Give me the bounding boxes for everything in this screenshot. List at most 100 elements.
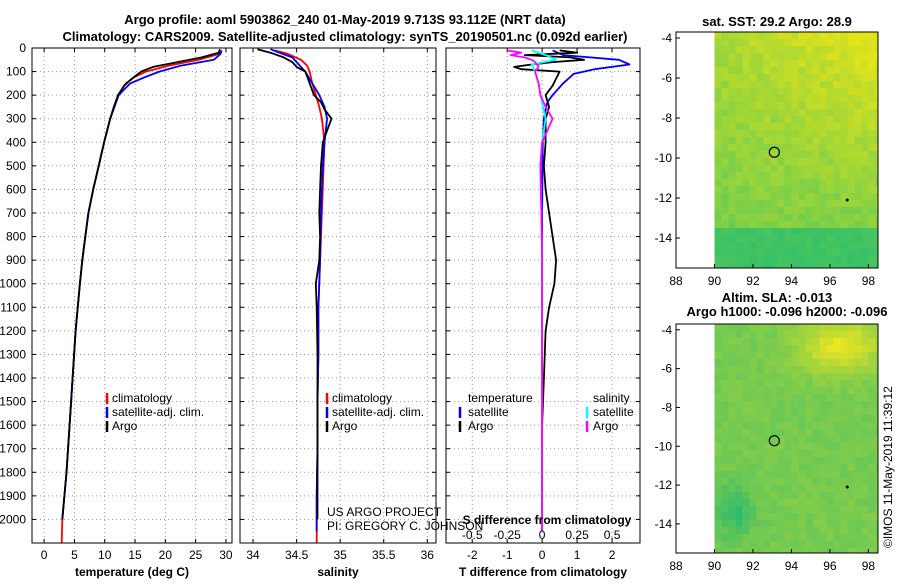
map-cell — [714, 471, 722, 479]
map-cell — [742, 394, 750, 402]
map-cell — [784, 32, 792, 40]
map-cell — [854, 116, 862, 124]
map-cell — [840, 478, 848, 486]
map-cell — [763, 151, 771, 159]
map-cell — [805, 548, 813, 554]
map-cell — [805, 249, 813, 257]
map-cell — [721, 408, 729, 416]
map-cell — [819, 256, 827, 264]
map-cell — [784, 380, 792, 388]
x2tick-label: -0.5 — [462, 528, 483, 542]
map-cell — [770, 436, 778, 444]
map-cell — [770, 95, 778, 103]
map-cell — [826, 46, 834, 54]
map-cell — [756, 464, 764, 472]
map-cell — [833, 366, 841, 374]
map-cell — [854, 221, 862, 229]
map-cell — [770, 130, 778, 138]
map-cell — [784, 165, 792, 173]
map-cell — [777, 249, 785, 257]
map-cell — [714, 324, 722, 332]
map-cell — [826, 207, 834, 215]
map-cell — [826, 158, 834, 166]
map-cell — [847, 102, 855, 110]
map-cell — [798, 394, 806, 402]
map-cell — [784, 95, 792, 103]
map-cell — [840, 352, 848, 360]
map-cell — [742, 464, 750, 472]
map-cell — [728, 457, 736, 465]
map-cell — [735, 172, 743, 180]
map-cell — [847, 345, 855, 353]
map-cell — [777, 95, 785, 103]
map-cell — [721, 492, 729, 500]
map-cell — [742, 221, 750, 229]
map-cell — [840, 331, 848, 339]
map-cell — [868, 380, 876, 388]
map-cell — [742, 331, 750, 339]
map-cell — [812, 450, 820, 458]
map-cell — [840, 179, 848, 187]
map-cell — [805, 53, 813, 61]
map-cell — [784, 144, 792, 152]
ytick-label: -14 — [655, 231, 673, 245]
map-cell — [847, 408, 855, 416]
map-cell — [812, 179, 820, 187]
map-cell — [868, 387, 876, 395]
map-cell — [742, 81, 750, 89]
map-cell — [735, 457, 743, 465]
map-cell — [784, 373, 792, 381]
map-cell — [847, 401, 855, 409]
map-cell — [749, 471, 757, 479]
map-cell — [721, 74, 729, 82]
map-cell — [735, 387, 743, 395]
map-cell — [756, 387, 764, 395]
map-cell — [868, 443, 876, 451]
map-cell — [777, 221, 785, 229]
map-cell — [763, 158, 771, 166]
map-cell — [721, 485, 729, 493]
map-cell — [784, 492, 792, 500]
map-cell — [735, 359, 743, 367]
map-cell — [861, 256, 869, 264]
map-cell — [875, 513, 879, 521]
map-cell — [728, 520, 736, 528]
map-cell — [805, 81, 813, 89]
map-cell — [819, 464, 827, 472]
map-cell — [854, 158, 862, 166]
map-cell — [735, 46, 743, 54]
x2tick-label: -0.25 — [493, 528, 521, 542]
map-cell — [763, 137, 771, 145]
xtick-label: 34.5 — [285, 548, 309, 562]
map-cell — [777, 527, 785, 535]
map-cell — [819, 130, 827, 138]
map-cell — [826, 165, 834, 173]
map-cell — [875, 81, 879, 89]
map-cell — [805, 235, 813, 243]
map-cell — [798, 492, 806, 500]
map-cell — [756, 415, 764, 423]
map-cell — [861, 520, 869, 528]
map-cell — [854, 464, 862, 472]
map-cell — [805, 242, 813, 250]
map-cell — [868, 506, 876, 514]
map-cell — [833, 450, 841, 458]
map-cell — [812, 46, 820, 54]
map-cell — [826, 186, 834, 194]
map-cell — [798, 74, 806, 82]
map-cell — [735, 436, 743, 444]
map-cell — [735, 408, 743, 416]
map-cell — [728, 415, 736, 423]
map-cell — [861, 352, 869, 360]
map-cell — [875, 485, 879, 493]
map-cell — [791, 415, 799, 423]
map-cell — [721, 499, 729, 507]
map-cell — [777, 158, 785, 166]
map-cell — [875, 109, 879, 117]
map-cell — [875, 366, 879, 374]
map-cell — [805, 429, 813, 437]
map-cell — [819, 373, 827, 381]
map-cell — [777, 130, 785, 138]
map-cell — [812, 158, 820, 166]
series-line-satellite-adj-clim- — [270, 48, 329, 532]
